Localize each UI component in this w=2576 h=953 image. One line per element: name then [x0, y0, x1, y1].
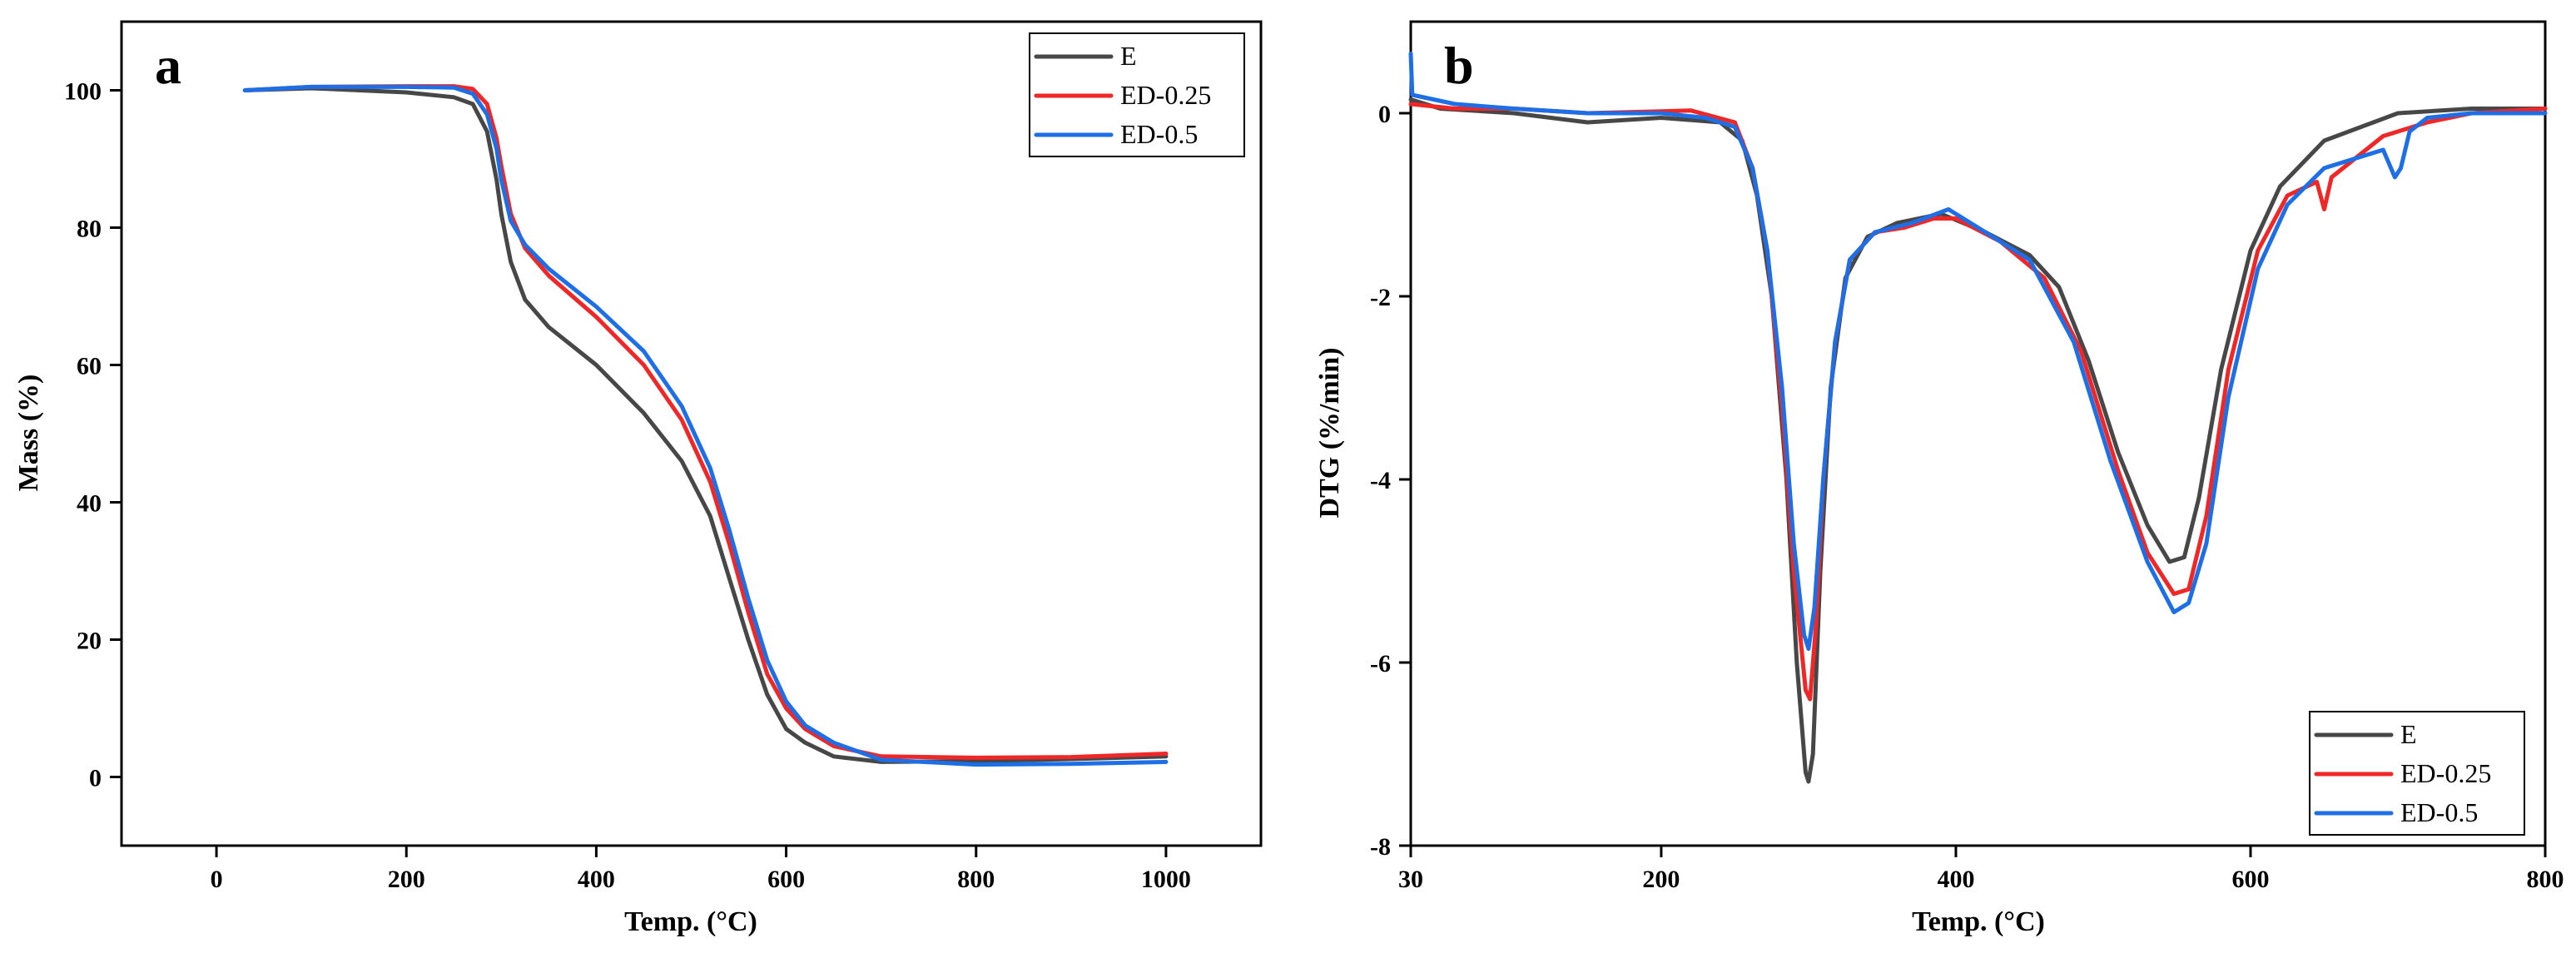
panel-a-x-axis-title: Temp. (°C)	[624, 906, 757, 937]
panel-a-x-tick-label: 400	[578, 866, 615, 893]
panel-b-y-tick-label: -2	[1370, 284, 1391, 311]
panel-b-x-tick-label: 30	[1398, 866, 1423, 893]
panel-a-series-line-e	[242, 86, 1169, 764]
panel-a-y-tick-label: 100	[64, 78, 102, 106]
panel-a-legend-label-ed-0.25: ED-0.25	[1120, 80, 1211, 110]
panel-b-series-line-ed-0.25	[1408, 102, 2548, 702]
panel-a-y-tick-label: 40	[77, 490, 102, 518]
panel-a-y-ticks: 0 20 40 60 80 100	[64, 78, 122, 792]
panel-b-series-line-e	[1408, 97, 2548, 784]
panel-a-x-tick-label: 600	[767, 866, 805, 893]
panel-a-x-tick-label: 800	[957, 866, 995, 893]
panel-a-series	[242, 84, 1169, 767]
panel-a-series-line-ed-0.5	[242, 84, 1169, 767]
panel-b-y-tick-label: -8	[1370, 833, 1391, 861]
panel-a-y-tick-label: 20	[77, 628, 102, 655]
panel-b-y-axis-title: DTG (%/min)	[1314, 348, 1345, 519]
panel-b-series-line-ed-0.5	[1408, 52, 2548, 651]
panel-a-x-tick-label: 0	[211, 866, 223, 893]
panel-a-x-ticks: 0 200 400 600 800 1000	[211, 846, 1191, 893]
panel-a-series-line-ed-0.25	[242, 84, 1169, 760]
panel-b-label: b	[1444, 36, 1474, 95]
panel-b-y-tick-label: -4	[1370, 467, 1391, 494]
panel-b-x-tick-label: 600	[2231, 866, 2269, 893]
panel-b-legend-label-ed-0.5: ED-0.5	[2400, 797, 2478, 827]
panel-a-legend: E ED-0.25 ED-0.5	[1029, 32, 1245, 157]
panel-b-x-tick-label: 200	[1642, 866, 1680, 893]
panel-b-y-ticks: -8 -6 -4 -2 0	[1370, 101, 1411, 861]
panel-b-series	[1408, 52, 2548, 784]
panel-a-y-tick-label: 60	[77, 353, 102, 380]
panel-a-y-tick-label: 0	[89, 765, 102, 792]
panel-a-y-axis-title: Mass (%)	[13, 375, 44, 492]
panel-a-legend-label-e: E	[1120, 41, 1137, 71]
panel-b-x-tick-label: 400	[1937, 866, 1974, 893]
panel-a-x-tick-label: 1000	[1141, 866, 1191, 893]
panel-b-x-ticks: 30 200 400 600 800	[1398, 846, 2564, 893]
panel-b-legend: E ED-0.25 ED-0.5	[2309, 711, 2525, 836]
panel-a-label: a	[155, 36, 181, 95]
panel-b-x-tick-label: 800	[2527, 866, 2564, 893]
panel-a-x-tick-label: 200	[388, 866, 425, 893]
panel-b: 30 200 400 600 800 -8 -6 -4 -2 0 b Temp. (°C) DT…	[1314, 20, 2564, 937]
panel-b-frame	[1409, 20, 2547, 847]
panel-b-y-tick-label: 0	[1378, 101, 1391, 128]
panel-b-legend-label-ed-0.25: ED-0.25	[2400, 758, 2491, 788]
panel-a: 0 200 400 600 800 1000 0 20 40 60 80 100 a Temp. (…	[13, 20, 1263, 937]
panel-a-frame	[120, 20, 1263, 847]
panel-a-legend-label-ed-0.5: ED-0.5	[1120, 119, 1198, 149]
panel-b-x-axis-title: Temp. (°C)	[1912, 906, 2045, 937]
panel-b-legend-label-e: E	[2400, 719, 2417, 749]
panel-b-y-tick-label: -6	[1370, 650, 1391, 678]
panel-a-y-tick-label: 80	[77, 216, 102, 243]
